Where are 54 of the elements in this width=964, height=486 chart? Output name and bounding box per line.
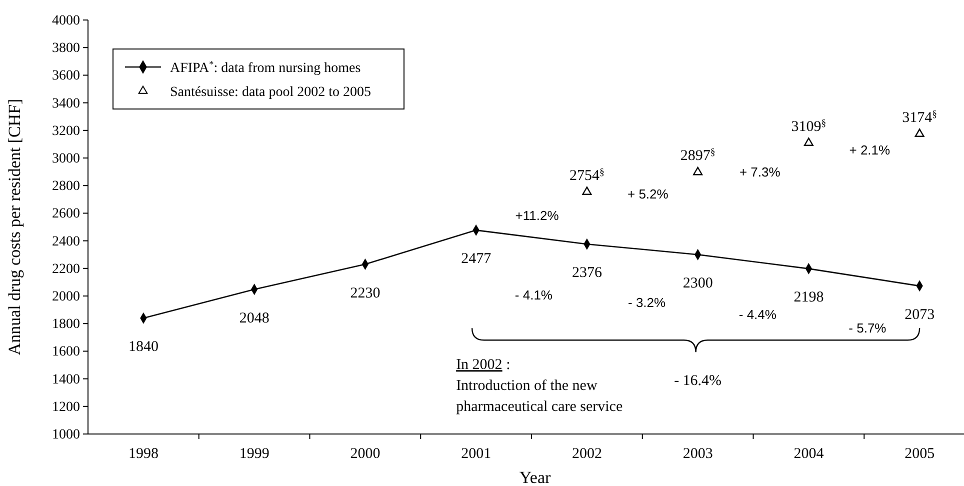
- annotation: - 4.1%: [514, 287, 553, 302]
- y-tick-label: 1800: [52, 317, 80, 332]
- point: [914, 128, 924, 137]
- y-tick-label: 4000: [52, 13, 80, 28]
- y-tick-label: 2400: [52, 234, 80, 250]
- annotation: In 2002 : Introduction of the new pharmaceutical care service: [456, 357, 623, 416]
- data-label: 2376: [572, 265, 602, 282]
- y-tick-label: 2800: [52, 179, 80, 194]
- data-label: 2897$^{§}$: [680, 146, 716, 164]
- y-tick-label: 1000: [52, 427, 80, 442]
- data-label: 3109$^{§}$: [791, 117, 826, 135]
- point: [693, 166, 703, 176]
- y-tick-label: 3400: [52, 96, 80, 112]
- annotation: + 2.1%: [849, 142, 891, 158]
- x-tick-label: 2001: [461, 446, 492, 462]
- data-label: 2073: [904, 306, 935, 323]
- y-tick-label: 1600: [52, 344, 80, 360]
- data-label: 2754$^{§}$: [570, 166, 604, 184]
- legend-label: Santésuisse: data pool 2002 to 2005: [170, 85, 372, 100]
- data-label: 1840: [128, 339, 158, 356]
- y-tick-label: 1200: [52, 400, 80, 415]
- y-tick-label: 2000: [52, 289, 80, 304]
- annotation: +11.2%: [515, 208, 560, 224]
- y-tick-label: 2600: [52, 206, 80, 222]
- point: [804, 138, 814, 146]
- y-tick-label: 2200: [52, 262, 80, 277]
- data-label: 2048: [239, 310, 270, 326]
- legend-label: AFIPA$^{*}$: data from nursing homes: [170, 59, 361, 76]
- y-tick-label: 3600: [52, 68, 80, 84]
- data-label: 2300: [682, 276, 713, 292]
- x-tick-label: 1998: [128, 446, 158, 462]
- data-label: 2198: [794, 290, 824, 306]
- data-label: 2477: [461, 251, 492, 268]
- annotation: - 4.4%: [738, 306, 777, 322]
- x-tick-label: 1999: [239, 446, 270, 462]
- data-label: 2230: [350, 285, 380, 302]
- annotation: - 16.4%: [674, 373, 722, 390]
- x-tick-label: 2002: [572, 446, 602, 462]
- x-tick-label: 2005: [904, 446, 935, 462]
- y-tick-label: 3000: [52, 151, 80, 166]
- x-tick-label: 2004: [794, 446, 824, 462]
- point: [582, 186, 592, 195]
- annotation: + 5.2%: [627, 186, 669, 202]
- annotation: - 5.7%: [848, 320, 887, 336]
- annotation: + 7.3%: [739, 164, 781, 180]
- annotation: - 3.2%: [628, 295, 666, 310]
- data-label: 3174$^{§}$: [902, 108, 938, 126]
- y-tick-label: 3800: [52, 41, 80, 56]
- y-axis-title: Annual drug costs per resident [CHF]: [5, 98, 24, 356]
- x-tick-label: 2003: [682, 446, 713, 462]
- x-tick-label: 2000: [350, 446, 380, 462]
- y-tick-label: 3200: [52, 124, 80, 139]
- y-tick-label: 1400: [52, 372, 80, 388]
- x-axis-title: Year: [519, 468, 551, 486]
